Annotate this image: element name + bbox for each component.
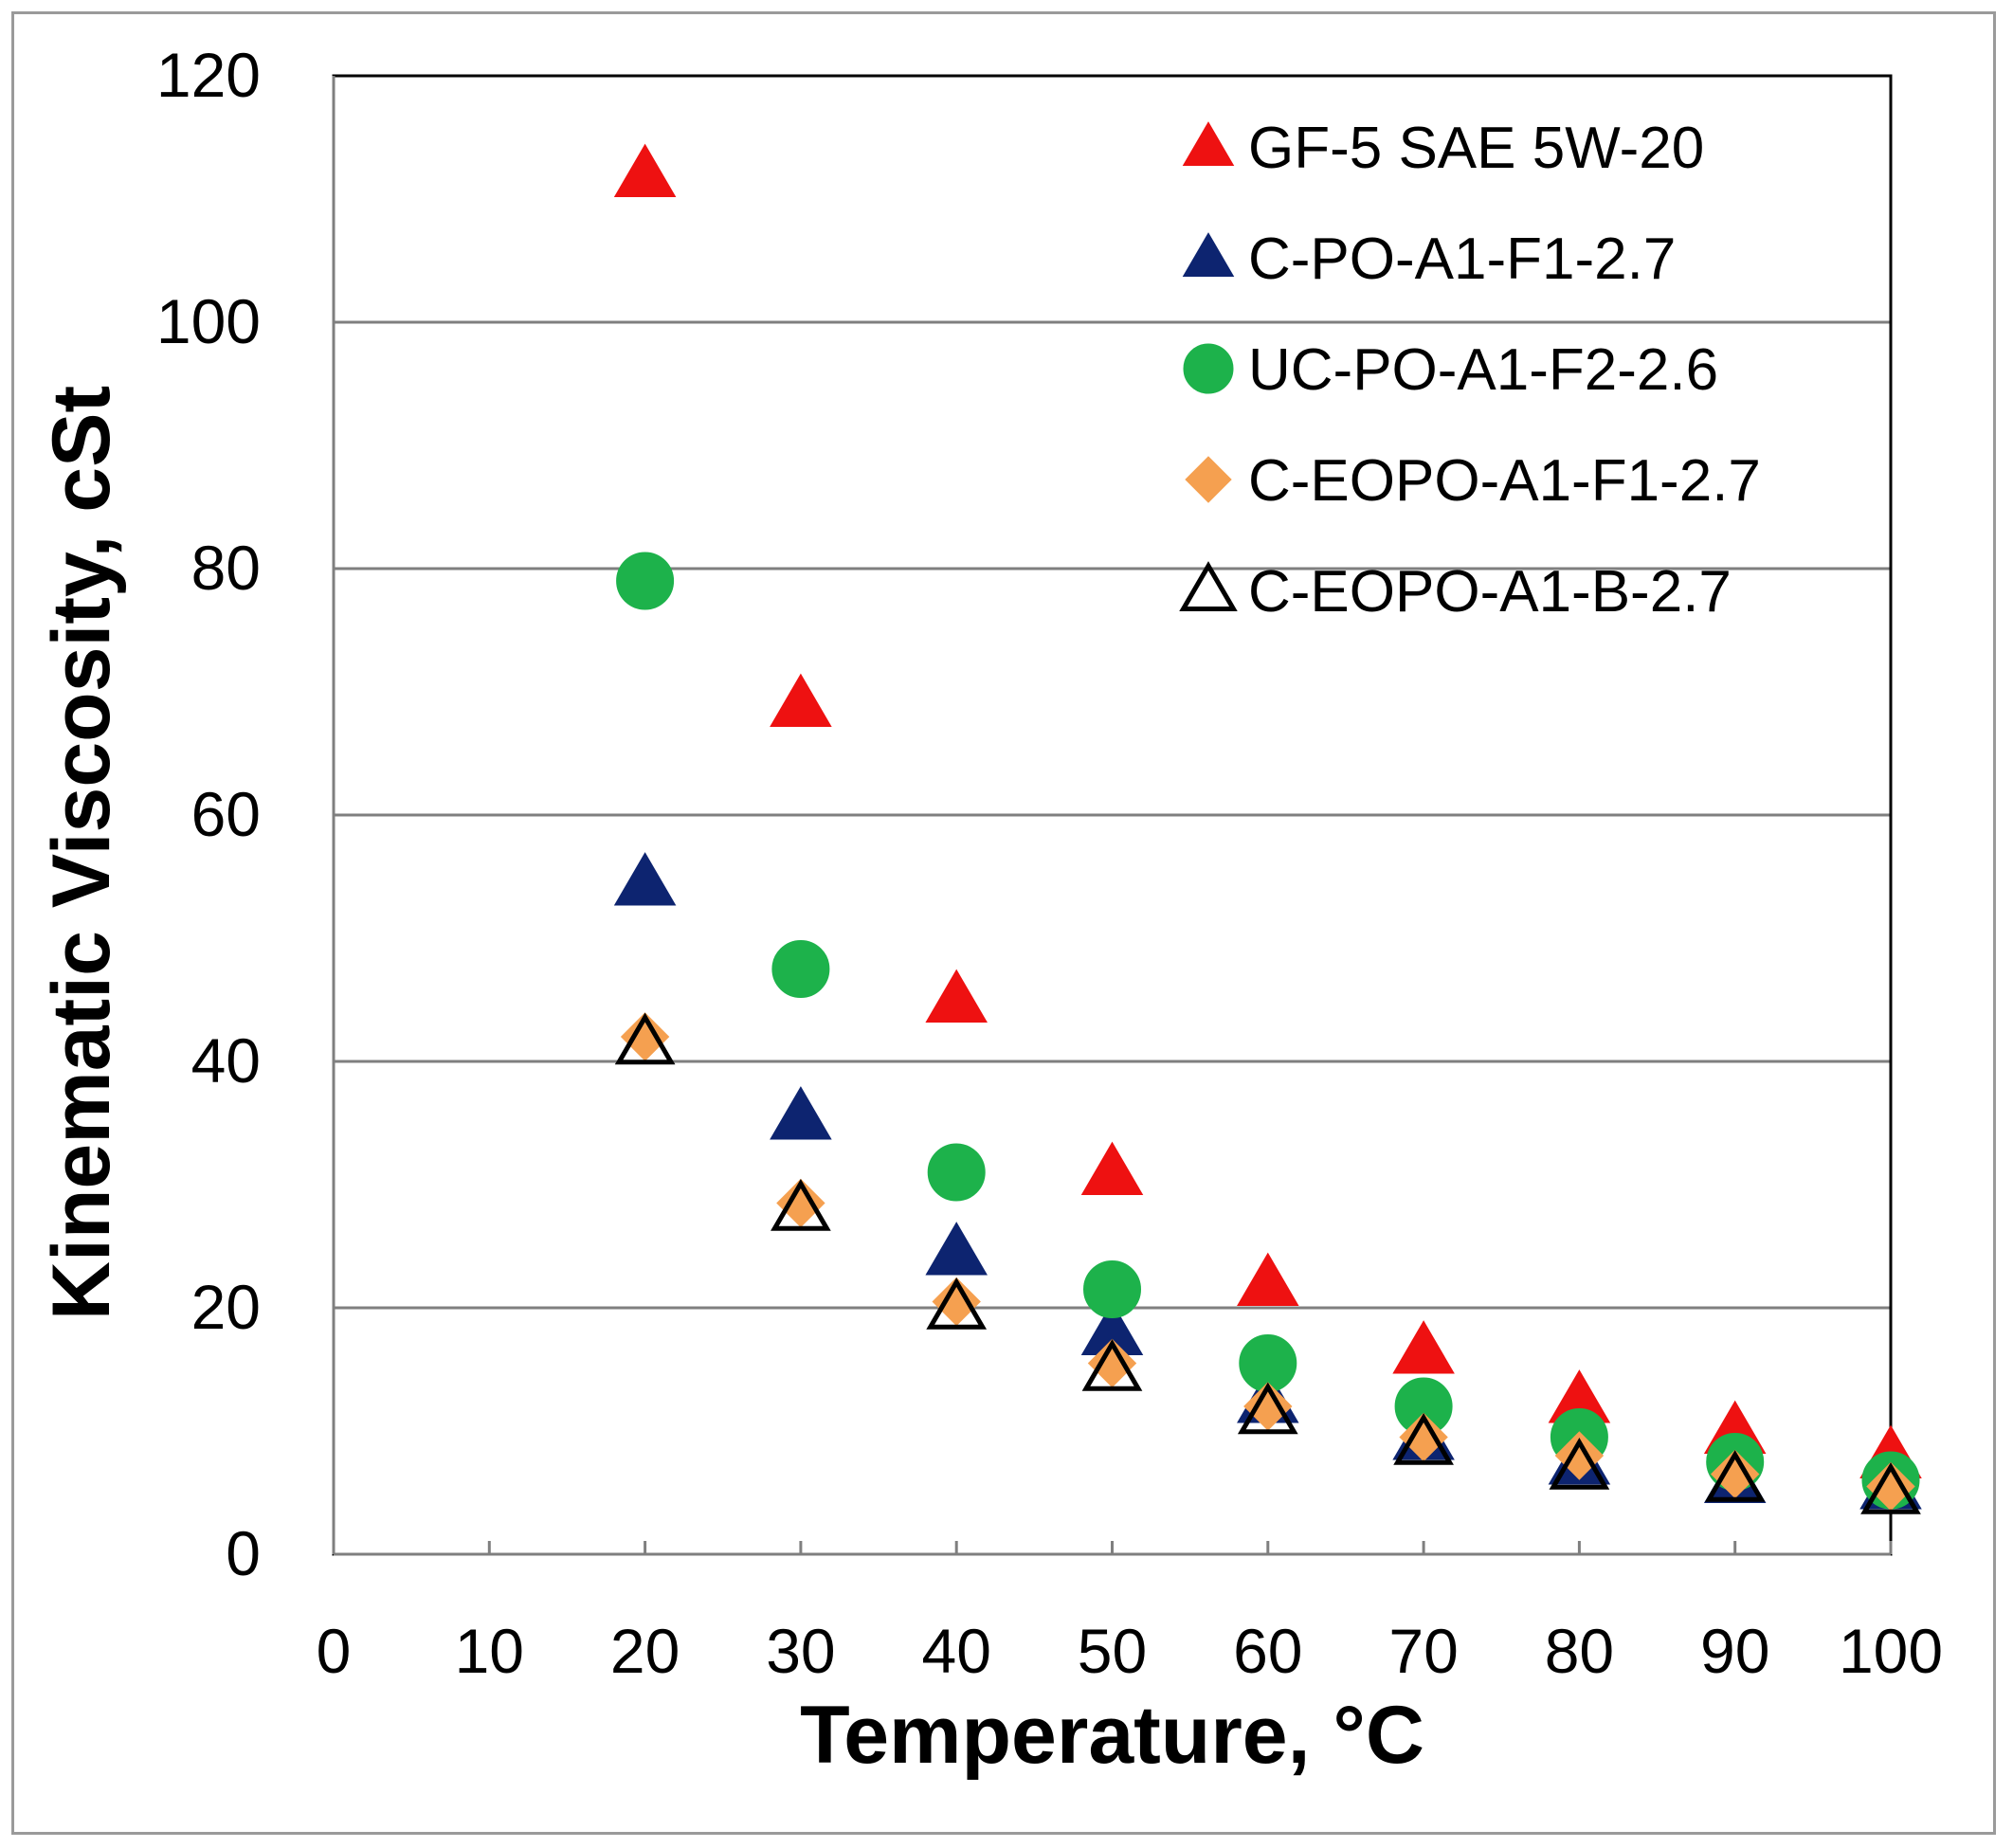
legend-marker bbox=[1183, 343, 1234, 394]
legend-label: C-PO-A1-F1-2.7 bbox=[1248, 226, 1676, 292]
data-point bbox=[1080, 1141, 1144, 1195]
series-0 bbox=[613, 143, 1922, 1478]
legend-marker bbox=[1185, 456, 1232, 503]
data-point bbox=[613, 852, 677, 906]
y-axis-title: Kinematic Viscosity, cSt bbox=[36, 386, 127, 1320]
y-tick-label: 120 bbox=[156, 40, 261, 110]
data-point bbox=[770, 1086, 832, 1140]
data-point bbox=[1860, 1462, 1921, 1514]
data-point bbox=[925, 969, 988, 1023]
legend-marker bbox=[1182, 121, 1235, 166]
data-point bbox=[1392, 1320, 1455, 1374]
data-point bbox=[1083, 1260, 1141, 1318]
data-point bbox=[613, 143, 677, 197]
y-tick-label: 80 bbox=[191, 533, 261, 603]
legend-label: UC-PO-A1-F2-2.6 bbox=[1248, 337, 1718, 403]
x-tick-label: 90 bbox=[1700, 1616, 1769, 1686]
x-tick-label: 80 bbox=[1545, 1616, 1614, 1686]
y-axis: 0 20 40 60 80 100 120 bbox=[156, 40, 336, 1588]
data-points bbox=[613, 143, 1922, 1514]
series-4 bbox=[614, 1012, 1921, 1514]
legend: GF-5 SAE 5W-20 C-PO-A1-F1-2.7 UC-PO-A1-F2-… bbox=[1179, 116, 1761, 625]
x-tick-label: 60 bbox=[1233, 1616, 1302, 1686]
data-point bbox=[1554, 1431, 1605, 1480]
data-point bbox=[1704, 1450, 1766, 1502]
legend-entry: C-PO-A1-F1-2.7 bbox=[1182, 226, 1676, 292]
legend-entry: C-EOPO-A1-F1-2.7 bbox=[1185, 448, 1761, 514]
legend-marker bbox=[1179, 561, 1238, 611]
x-tick-label: 70 bbox=[1388, 1616, 1458, 1686]
data-point bbox=[770, 673, 832, 727]
data-point bbox=[771, 1179, 831, 1231]
x-tick-label: 100 bbox=[1839, 1616, 1943, 1686]
x-tick-label: 30 bbox=[766, 1616, 835, 1686]
data-point bbox=[927, 1143, 986, 1202]
legend-entry: C-EOPO-A1-B-2.7 bbox=[1179, 559, 1732, 625]
legend-entry: GF-5 SAE 5W-20 bbox=[1182, 116, 1704, 181]
y-tick-label: 20 bbox=[191, 1272, 261, 1342]
y-tick-label: 60 bbox=[191, 779, 261, 849]
data-point bbox=[1549, 1438, 1610, 1490]
data-point bbox=[926, 1277, 988, 1330]
x-axis: 0 10 20 30 40 50 60 70 80 90 100 bbox=[317, 1541, 1943, 1686]
figure-frame bbox=[11, 11, 1996, 1835]
legend-label: C-EOPO-A1-F1-2.7 bbox=[1248, 448, 1761, 514]
legend-entry: UC-PO-A1-F2-2.6 bbox=[1183, 337, 1718, 403]
data-point bbox=[1237, 1252, 1299, 1306]
x-tick-label: 10 bbox=[455, 1616, 524, 1686]
x-tick-label: 50 bbox=[1078, 1616, 1147, 1686]
y-tick-label: 40 bbox=[191, 1025, 261, 1096]
x-tick-label: 20 bbox=[610, 1616, 680, 1686]
data-point bbox=[616, 552, 675, 610]
x-tick-label: 0 bbox=[317, 1616, 352, 1686]
data-point bbox=[771, 940, 830, 998]
data-point bbox=[1081, 1339, 1143, 1391]
data-point bbox=[614, 1012, 676, 1065]
grid-lines bbox=[334, 320, 1891, 1310]
data-point bbox=[1237, 1382, 1298, 1435]
legend-marker bbox=[1182, 232, 1235, 277]
legend-label: GF-5 SAE 5W-20 bbox=[1248, 116, 1704, 181]
legend-label: C-EOPO-A1-B-2.7 bbox=[1248, 559, 1732, 625]
series-3 bbox=[620, 1012, 1915, 1512]
x-tick-label: 40 bbox=[921, 1616, 990, 1686]
y-tick-label: 100 bbox=[156, 286, 261, 356]
data-point bbox=[925, 1222, 988, 1276]
y-tick-label: 0 bbox=[226, 1518, 261, 1588]
x-axis-title: Temperature, °C bbox=[800, 1690, 1424, 1781]
data-point bbox=[1393, 1413, 1454, 1465]
